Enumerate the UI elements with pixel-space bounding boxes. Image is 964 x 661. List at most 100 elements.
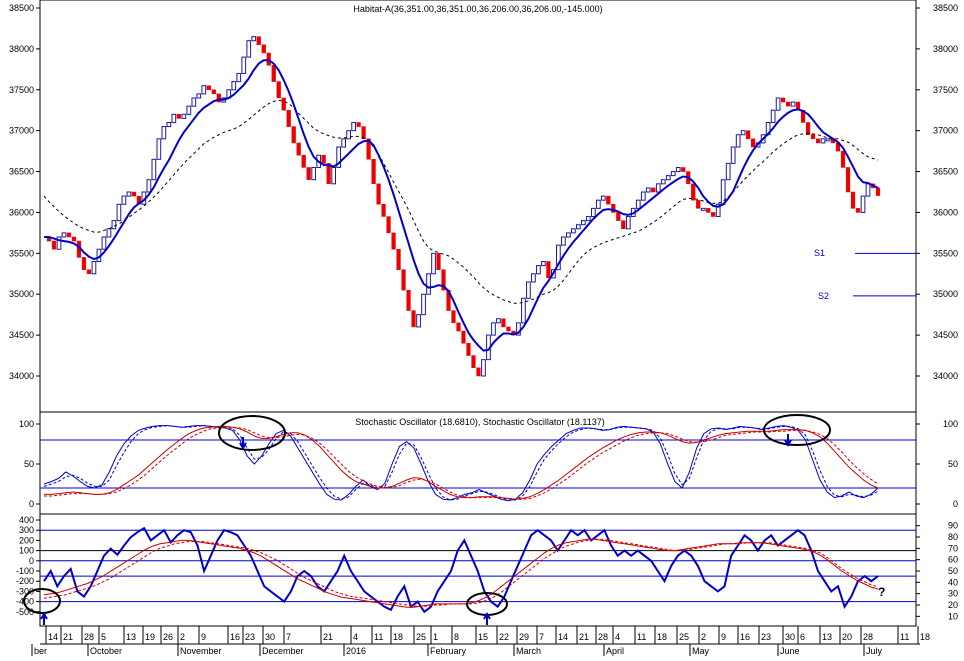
osc2-ytick-label-left: 0	[29, 556, 34, 566]
x-axis-month-label: April	[606, 646, 624, 656]
oscillator1-panel-frame	[39, 411, 917, 515]
osc2-ytick-label-left: -300	[16, 586, 34, 596]
x-axis-day-label: 9	[201, 632, 206, 642]
price-bar-up	[590, 207, 596, 218]
price-bar-up	[91, 261, 97, 275]
x-axis-day-label: 11	[900, 632, 909, 642]
price-bar-down	[506, 326, 511, 332]
x-axis-day-label: 6	[800, 632, 805, 642]
x-axis-day-label: 21	[63, 632, 73, 642]
price-bar-up	[595, 199, 601, 209]
price-bar-up	[645, 187, 651, 193]
x-axis-day-label: 18	[393, 632, 403, 642]
price-bar-down	[356, 122, 361, 127]
price-ytick-label-left: 34500	[9, 330, 34, 340]
price-bar-up	[126, 191, 132, 197]
price-bar-up	[336, 146, 342, 168]
osc2-ytick-label-right: 10	[948, 611, 958, 621]
price-ytick-label-left: 37500	[9, 85, 34, 95]
price-bar-down	[471, 355, 476, 369]
price-bar-down	[291, 126, 296, 144]
osc2-ytick-label-left: 100	[19, 546, 34, 556]
price-bar-down	[781, 97, 786, 103]
osc2-ytick-label-left: -500	[16, 607, 34, 617]
osc2-ytick-label-right: 80	[948, 532, 958, 542]
price-bar-down	[266, 52, 271, 66]
price-bar-down	[466, 343, 471, 356]
price-bar-up	[161, 126, 167, 140]
price-ytick-label-right: 37000	[933, 126, 958, 136]
osc1-ytick-label-right: 100	[943, 419, 958, 429]
price-bar-down	[461, 330, 466, 344]
price-bar-up	[715, 203, 721, 218]
price-bar-down	[546, 261, 551, 279]
oscillator1-panel: 0 0 50 50 100 100	[19, 414, 958, 509]
x-axis-day-label: 30	[265, 632, 275, 642]
price-bar-up	[106, 228, 112, 238]
price-bar-down	[296, 142, 301, 156]
price-bar-down	[401, 269, 406, 291]
price-bar-up	[575, 224, 581, 230]
x-axis-month-label: November	[180, 646, 222, 656]
price-bar-up	[121, 195, 127, 205]
price-bar-down	[326, 163, 331, 185]
x-axis-day-label: 2	[180, 632, 185, 642]
price-bar-down	[376, 183, 381, 205]
price-bar-up	[820, 138, 826, 144]
price-bar-down	[276, 81, 281, 99]
price-bar-up	[236, 72, 242, 83]
price-bar-up	[241, 56, 247, 74]
price-bar-up	[186, 105, 192, 115]
x-axis-month-label: February	[430, 646, 467, 656]
support-label-s2: S2	[818, 291, 829, 301]
x-axis-month-label: June	[780, 646, 800, 656]
osc1-series-line-3	[44, 425, 879, 500]
x-axis-day-label: 19	[145, 632, 155, 642]
price-bar-up	[536, 265, 541, 275]
x-axis-day-label: 13	[126, 632, 136, 642]
price-bar-down	[696, 199, 701, 209]
price-bar-down	[606, 195, 611, 205]
price-bar-down	[206, 85, 211, 91]
price-bar-up	[201, 85, 207, 95]
price-bar-down	[256, 36, 261, 46]
price-bar-up	[730, 146, 736, 164]
price-bar-up	[556, 244, 561, 271]
x-axis-day-label: 7	[286, 632, 291, 642]
price-bar-up	[825, 138, 831, 142]
price-bar-up	[246, 40, 252, 58]
price-bar-down	[51, 240, 57, 250]
price-bar-down	[436, 253, 441, 270]
price-bar-down	[261, 44, 266, 54]
price-bar-up	[341, 138, 347, 148]
osc2-series-line-3	[43, 538, 879, 607]
price-bar-up	[421, 293, 426, 316]
price-bar-down	[286, 109, 291, 127]
price-bar-up	[191, 97, 197, 107]
x-axis-month-label: December	[262, 646, 304, 656]
price-bar-down	[441, 269, 446, 291]
price-bar-up	[566, 232, 571, 238]
price-bar-up	[331, 166, 337, 185]
price-bar-down	[131, 191, 137, 197]
price-bar-up	[531, 273, 536, 283]
osc2-ytick-label-left: -200	[16, 576, 34, 586]
price-bar-down	[711, 212, 716, 217]
x-axis: 14 21 28 5 13 19 26 2 9 16 23 30 7 21 4 11 18 25 1 8 15 22 29 7…	[31, 626, 930, 656]
price-bar-up	[561, 236, 566, 246]
osc1-ytick-label-right: 0	[953, 499, 958, 509]
x-axis-day-label: 21	[579, 632, 589, 642]
price-bar-up	[521, 297, 526, 324]
price-bar-up	[181, 113, 187, 119]
osc2-highlight-ellipse-october	[23, 588, 61, 614]
price-bar-down	[501, 318, 506, 328]
price-bar-up	[665, 175, 671, 181]
price-ytick-label-right: 35500	[933, 248, 958, 258]
x-axis-month-label: March	[516, 646, 541, 656]
x-axis-day-label: 30	[785, 632, 795, 642]
price-bar-down	[476, 367, 481, 377]
x-axis-day-label: 26	[163, 632, 173, 642]
price-bar-up	[416, 314, 421, 328]
osc1-series-line-4	[44, 426, 879, 500]
price-panel-frame	[39, 0, 917, 413]
